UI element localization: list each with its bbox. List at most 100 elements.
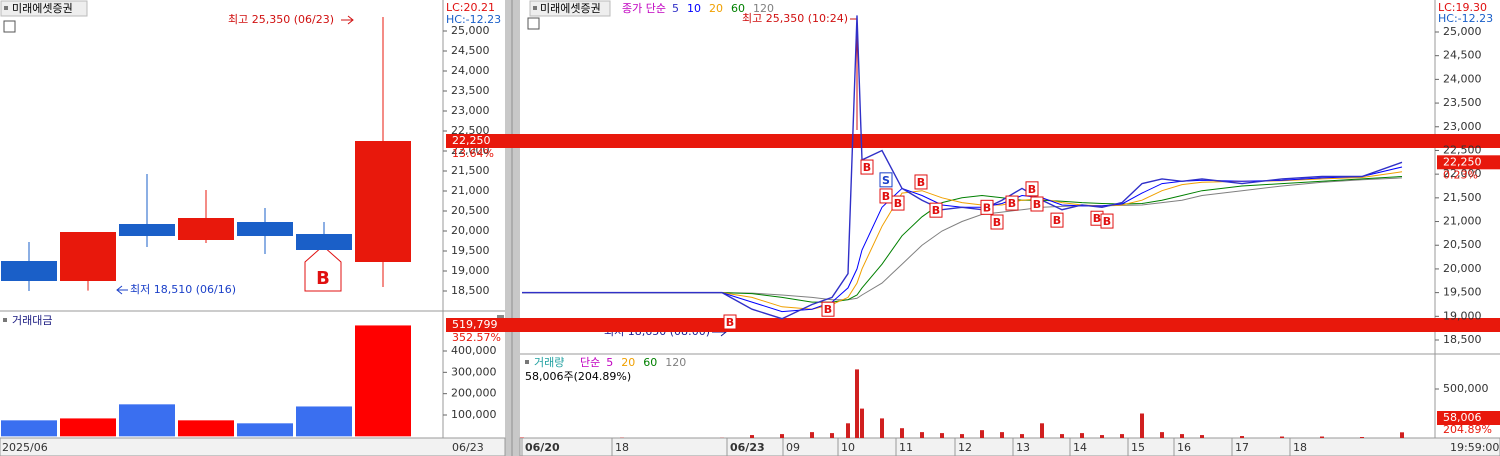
volume-label: 58,006주(204.89%) [525, 370, 631, 383]
y-tick-label: 200,000 [451, 387, 497, 400]
y-tick-label: 19,000 [451, 264, 490, 277]
volume-badge-label: 58,006 [1443, 411, 1482, 424]
calendar-icon[interactable] [527, 17, 540, 30]
legend-item: 60 [731, 2, 745, 15]
volume-bar [1280, 436, 1284, 438]
x-tick-label: 17 [1235, 441, 1249, 454]
volume-bar [1080, 433, 1084, 438]
x-tick-label: 11 [899, 441, 913, 454]
legend-label: 종가 단순 [622, 2, 666, 15]
y-tick-label: 20,500 [1443, 238, 1482, 251]
pane-title: 거래량 [534, 356, 564, 369]
signal-label: S [882, 174, 890, 187]
volume-bar [940, 433, 944, 438]
volume-bar [750, 435, 754, 438]
volume-bar [810, 432, 814, 438]
signal-marker [1030, 196, 1044, 212]
y-tick-label: 22,000 [1443, 167, 1482, 180]
y-tick-label: 22,500 [451, 124, 490, 137]
y-tick-label: 21,500 [451, 164, 490, 177]
y-tick-label: 300,000 [451, 365, 497, 378]
signal-marker [879, 172, 893, 188]
signal-label: B [1093, 212, 1101, 225]
y-tick-label: 19,000 [1443, 309, 1482, 322]
volume-bar [1100, 435, 1104, 438]
legend-item: 10 [687, 2, 701, 15]
title-box[interactable] [529, 0, 611, 17]
y-tick-label: 24,500 [1443, 49, 1482, 62]
bar [119, 404, 175, 437]
volume-bar [1020, 434, 1024, 438]
y-tick-label: 19,500 [451, 244, 490, 257]
candle-body [355, 141, 411, 262]
signal-label: B [726, 316, 734, 329]
price-badge-label: 22,250 [452, 134, 491, 147]
x-axis-label: 2025/06 [2, 441, 48, 454]
bar [178, 420, 234, 437]
signal-label: B [1028, 183, 1036, 196]
x-tick-label: 10 [841, 441, 855, 454]
signal-label: B [983, 201, 991, 214]
volume-bar [1180, 434, 1184, 438]
chart-title: 미래에셋증권 [12, 2, 73, 15]
hc-label: HC:-12.23 [1438, 12, 1493, 25]
x-tick-label: 13 [1016, 441, 1030, 454]
volume-bar [860, 408, 864, 438]
y-tick-label: 19,500 [1443, 286, 1482, 299]
candle-body [296, 234, 352, 250]
legend-item: 5 [606, 356, 613, 369]
volume-bar [1140, 413, 1144, 438]
y-tick-label: 21,000 [451, 184, 490, 197]
volume-bar [900, 428, 904, 438]
title-icon [533, 6, 537, 10]
signal-marker [1025, 181, 1039, 197]
x-tick-label: 06/20 [525, 441, 560, 454]
chart-title: 미래에셋증권 [540, 2, 601, 15]
lc-label: LC:19.30 [1438, 1, 1487, 14]
signal-marker [914, 174, 928, 190]
pane-title: 거래대금 [12, 314, 52, 327]
change-label: 13.64% [452, 147, 494, 160]
y-tick-label: 18,500 [1443, 333, 1482, 346]
y-tick-label: 20,000 [1443, 262, 1482, 275]
volume-bar [1160, 432, 1164, 438]
signal-label: B [917, 176, 925, 189]
signal-marker [1005, 195, 1019, 211]
x-axis-bar [519, 437, 1500, 456]
bar [296, 406, 352, 437]
candle-body [60, 232, 116, 281]
volume-bar [980, 430, 984, 438]
calendar-icon[interactable] [3, 20, 16, 33]
time-label: 19:59:00 [1450, 441, 1499, 454]
volume-bar [880, 418, 884, 438]
legend-item: 20 [709, 2, 723, 15]
high-annotation: 최고 25,350 (10:24) [742, 12, 848, 25]
title-icon [4, 6, 8, 10]
signal-marker [980, 199, 994, 215]
price-badge [446, 318, 1500, 332]
signal-label: B [932, 204, 940, 217]
annotation-arrow [116, 285, 128, 295]
change-label: 204.89% [1443, 423, 1492, 436]
price-badge-label: 519,799 [452, 318, 498, 331]
y-tick-label: 25,000 [1443, 25, 1482, 38]
x-tick-label: 06/23 [730, 441, 765, 454]
title-icon [525, 360, 529, 364]
y-tick-label: 400,000 [451, 344, 497, 357]
signal-marker [891, 195, 905, 211]
candle-body [178, 218, 234, 240]
x-axis-label: 06/23 [452, 441, 484, 454]
signal-label: B [894, 197, 902, 210]
x-tick-label: 16 [1177, 441, 1191, 454]
volume-badge [1437, 411, 1500, 425]
volume-bar [1040, 423, 1044, 438]
price-badge [446, 134, 1500, 148]
y-tick-label: 21,000 [1443, 215, 1482, 228]
annotation-arrow [341, 15, 354, 25]
volume-bar [1120, 434, 1124, 438]
volume-bar [1320, 436, 1324, 438]
y-tick-label: 500,000 [1443, 382, 1489, 395]
title-box[interactable] [0, 0, 88, 17]
